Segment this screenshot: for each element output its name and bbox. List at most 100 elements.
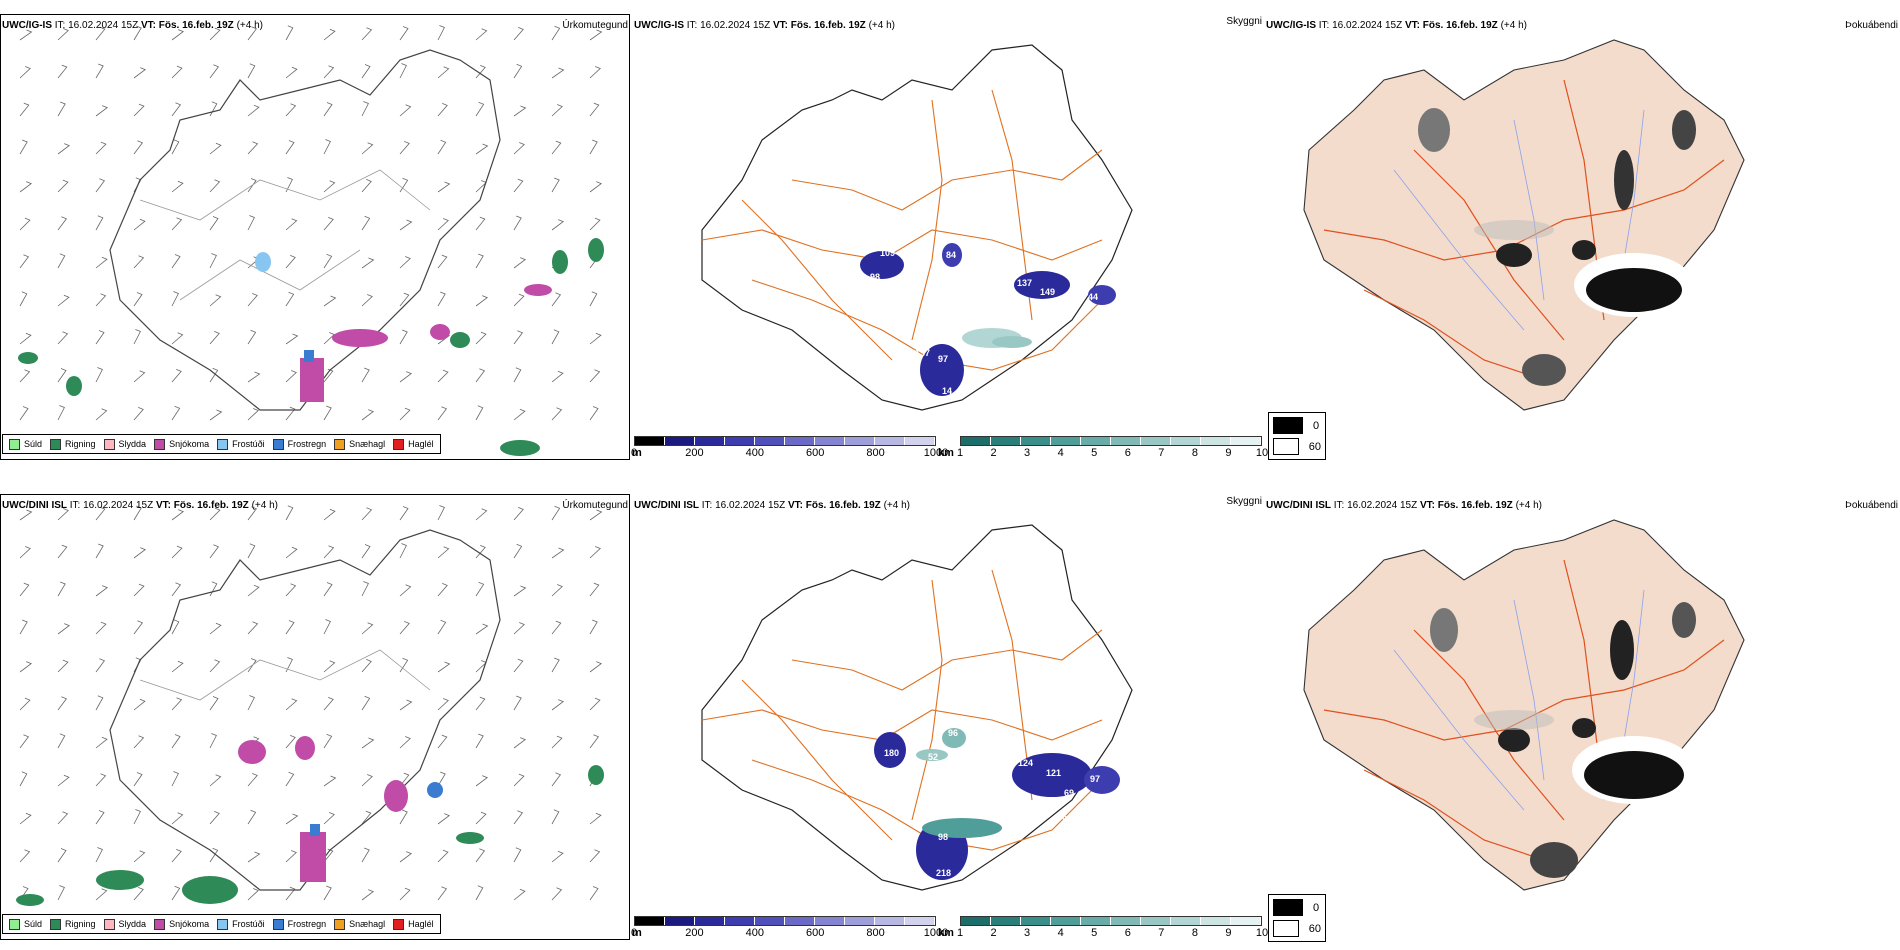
wind-barb [171,254,181,269]
legend-label: Rigning [65,439,96,449]
fog-legend-2: 0 60 [1268,894,1326,942]
legend-swatch [50,438,62,450]
wind-barb [57,101,66,117]
wind-barb [475,331,487,345]
wind-barb [589,29,603,41]
ceiling-value: 84 [946,250,956,260]
wind-barb [209,847,219,863]
wind-barb [361,215,371,231]
wind-barb [57,885,65,901]
colorbar-segment [1081,917,1111,925]
wind-barb [57,508,69,521]
colorbar-tick: 4 [1057,927,1064,939]
ceiling-value: 149 [1040,287,1055,297]
wind-barb [133,735,145,749]
wind-barb [589,369,601,383]
fog-value: 0 [1313,419,1320,432]
wind-barb [323,508,336,521]
wind-barb [247,104,260,117]
colorbar-segment [1111,437,1141,445]
wind-barb [475,216,486,231]
ceiling-value: 137 [915,348,930,358]
colorbar-segment [961,437,991,445]
wind-barb [361,27,373,41]
wind-barb [437,849,449,863]
wind-barb [361,847,370,863]
wind-barb [361,889,375,901]
ceiling-value: 82 [1064,337,1074,347]
fog-map [1303,519,1745,891]
wind-barb [551,67,565,79]
legend-swatch [154,438,166,450]
wind-barb [209,294,222,307]
wind-barb [361,581,369,597]
visibility-colorbar-2: 1 2 3 4 5 6 7 8 9 10 km [938,916,1268,939]
wind-barb [323,775,337,787]
wind-barb [475,885,484,901]
fog-panel-1: UWC/IG-IS IT: 16.02.2024 15Z VT: Fös. 16… [1264,0,1900,460]
wind-barb [437,619,447,635]
wind-barb [513,695,522,711]
colorbar-segment [815,437,845,445]
precip-map [16,505,604,906]
wind-barb [57,696,68,711]
precip-patches [18,238,604,456]
ceiling-patches [874,728,1120,880]
wind-barb [399,772,410,787]
fog-swatch [1273,899,1303,916]
colorbar-segment [875,917,905,925]
wind-barb [513,847,522,863]
wind-barb [133,583,145,597]
wind-barb [437,218,449,231]
legend-item: Snjókoma [154,918,209,930]
legend-swatch [272,438,284,450]
wind-barb [399,407,411,421]
ceiling-value: 121 [1046,768,1061,778]
precip-frame [0,494,630,940]
panel-label: Skyggni [1226,16,1262,27]
wind-barb [285,25,294,41]
wind-barb [285,291,295,307]
wind-barb [323,733,333,749]
colorbar-segment [1021,917,1051,925]
wind-barb [171,139,180,155]
wind-barb [95,63,104,79]
legend-swatch [154,918,166,930]
wind-barb [589,102,600,117]
wind-barb [551,547,565,559]
legend-item: Frostúði [217,918,265,930]
wind-barb [171,217,183,231]
colorbar-unit: m [632,927,642,939]
wind-barb [475,775,489,787]
wind-barb [399,506,409,521]
wind-barb [361,622,374,635]
wind-barb [513,293,525,307]
wind-barb [475,508,488,521]
wind-barb [209,659,221,673]
wind-barb [285,218,298,231]
wind-barb [361,367,370,383]
colorbar-tick: 600 [806,447,825,459]
fog-value: 60 [1308,922,1321,935]
legend-item: Snæhagl [334,918,385,930]
wind-barb [589,582,600,597]
legend-swatch [103,438,115,450]
colorbar-tick: 5 [1091,927,1098,939]
colorbar-unit: m [632,447,642,459]
wind-barb [589,734,600,749]
wind-barb [57,143,71,155]
precip-patches [16,736,604,906]
ceiling-value: 137 [1017,278,1032,288]
wind-barb [285,850,297,863]
wind-barb [95,695,104,711]
wind-barb [475,405,484,421]
wind-barb [399,657,409,673]
ceiling-value: 180 [884,748,899,758]
wind-barb [57,28,69,41]
wind-barb [247,408,259,421]
colorbar-unit: km [938,927,954,939]
fog-value: 60 [1308,440,1321,453]
colorbar-segment [1231,437,1261,445]
wind-barb [19,546,31,559]
wind-barb [475,733,484,749]
